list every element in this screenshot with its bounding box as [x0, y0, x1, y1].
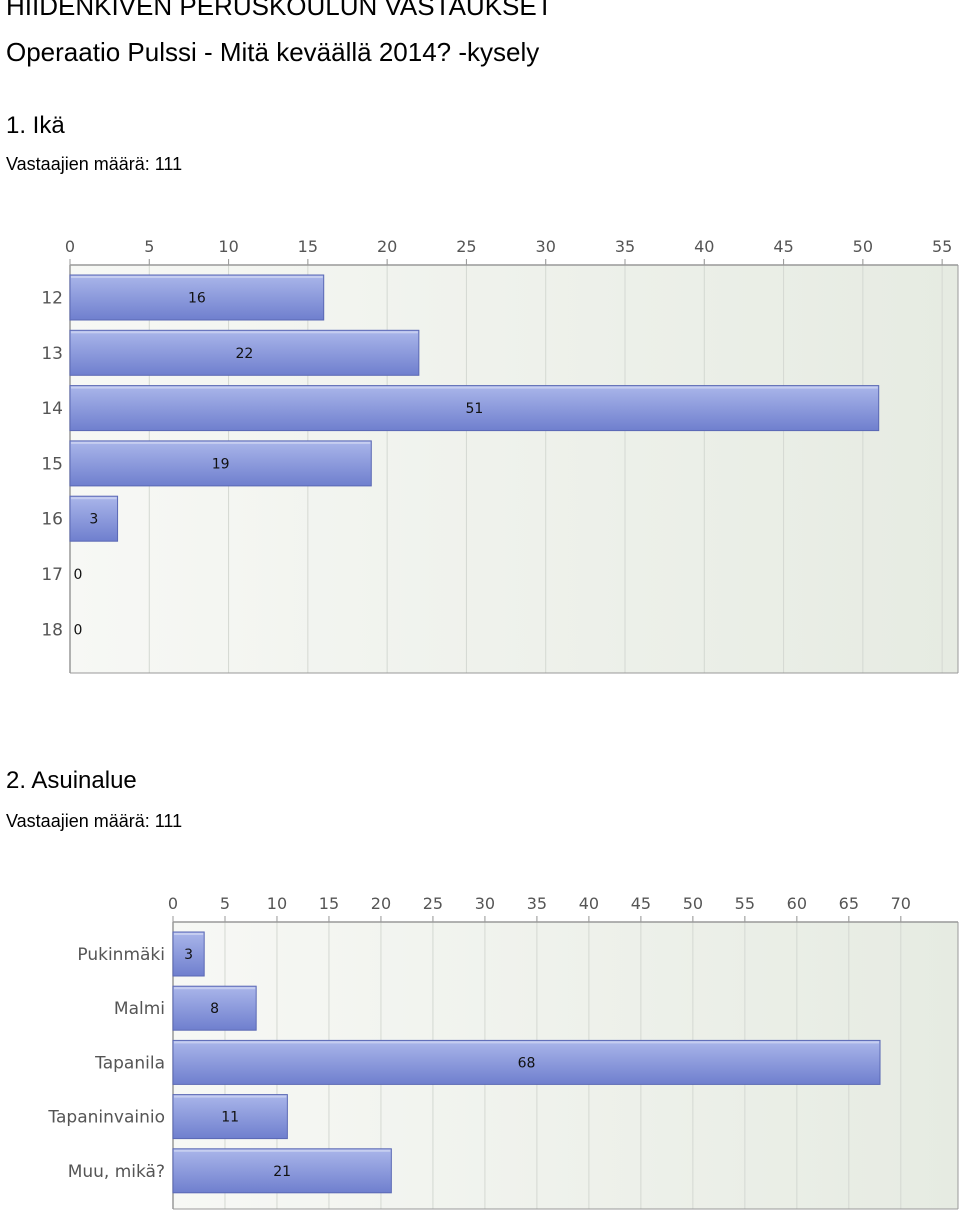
data-label: 21 — [273, 1164, 291, 1180]
bar — [69, 274, 325, 321]
bar — [172, 1039, 881, 1085]
x-tick-label: 45 — [631, 894, 651, 913]
data-label: 16 — [188, 291, 206, 307]
bar-highlight — [174, 1095, 287, 1098]
category-label: 15 — [41, 454, 63, 474]
x-tick-label: 0 — [65, 237, 75, 256]
bar — [172, 1094, 288, 1140]
x-tick-label: 40 — [579, 894, 599, 913]
x-tick-label: 5 — [220, 894, 230, 913]
category-label: Tapaninvainio — [47, 1108, 165, 1128]
x-tick-label: 10 — [218, 237, 238, 256]
bar-highlight — [174, 987, 256, 990]
bar — [172, 931, 205, 977]
x-tick-label: 5 — [144, 237, 154, 256]
x-tick-label: 65 — [839, 894, 859, 913]
category-label: Tapanila — [94, 1053, 165, 1073]
data-label: 0 — [74, 567, 83, 583]
category-label: Muu, mikä? — [68, 1162, 165, 1182]
x-tick-label: 15 — [319, 894, 339, 913]
category-label: 18 — [41, 620, 63, 640]
data-label: 22 — [236, 346, 254, 362]
x-tick-label: 35 — [527, 894, 547, 913]
bar-highlight — [174, 1041, 880, 1044]
x-tick-label: 0 — [168, 894, 178, 913]
x-tick-label: 40 — [694, 237, 714, 256]
question-1-respondents: Vastaajien määrä: 111 — [6, 154, 183, 174]
bar-highlight — [71, 497, 117, 500]
bar — [69, 329, 420, 376]
x-tick-label: 30 — [475, 894, 495, 913]
category-label: 12 — [41, 289, 63, 309]
category-label: 16 — [41, 510, 63, 530]
residential-area-bar-chart: 0 5 10 15 20 25 30 35 40 45 50 55 60 65 70 Pukinmäki 3 Ma… — [47, 894, 959, 1210]
bar — [69, 495, 119, 542]
data-label: 68 — [518, 1055, 536, 1071]
survey-subtitle: Operaatio Pulssi - Mitä keväällä 2014? -… — [6, 37, 540, 67]
x-tick-label: 20 — [377, 237, 397, 256]
x-tick-label: 45 — [773, 237, 793, 256]
x-tick-label: 55 — [735, 894, 755, 913]
category-label: Pukinmäki — [77, 945, 165, 965]
x-tick-label: 35 — [615, 237, 635, 256]
report-title: HIIDENKIVEN PERUSKOULUN VASTAUKSET — [6, 0, 553, 21]
question-2-heading: 2. Asuinalue — [6, 767, 137, 794]
x-tick-label: 10 — [267, 894, 287, 913]
data-label: 3 — [184, 947, 193, 963]
bar-highlight — [71, 386, 878, 389]
bar-highlight — [71, 276, 323, 278]
data-label: 11 — [221, 1110, 239, 1126]
bar — [69, 385, 880, 432]
x-tick-label: 15 — [298, 237, 318, 256]
x-tick-label: 30 — [536, 237, 556, 256]
category-label: Malmi — [114, 999, 165, 1019]
x-tick-label: 20 — [371, 894, 391, 913]
category-label: 14 — [41, 399, 63, 419]
data-label: 19 — [212, 456, 230, 472]
x-tick-label: 60 — [787, 894, 807, 913]
bar-highlight — [174, 1149, 391, 1152]
question-1-heading: 1. Ikä — [6, 112, 65, 139]
x-tick-label: 50 — [853, 237, 873, 256]
bar — [172, 985, 257, 1031]
bar-highlight — [71, 441, 371, 444]
data-label: 0 — [74, 622, 83, 638]
bar — [172, 1148, 392, 1194]
x-tick-label: 25 — [456, 237, 476, 256]
x-tick-label: 70 — [891, 894, 911, 913]
x-tick-label: 25 — [423, 894, 443, 913]
data-label: 51 — [465, 401, 483, 417]
category-label: 13 — [41, 344, 63, 364]
x-tick-label: 55 — [932, 237, 952, 256]
question-2-respondents: Vastaajien määrä: 111 — [6, 811, 183, 831]
bar-highlight — [71, 331, 418, 334]
x-tick-label: 50 — [683, 894, 703, 913]
category-label: 17 — [41, 565, 63, 585]
data-label: 8 — [210, 1001, 219, 1017]
bar — [69, 440, 372, 487]
data-label: 3 — [89, 512, 98, 528]
bar-highlight — [174, 933, 204, 935]
